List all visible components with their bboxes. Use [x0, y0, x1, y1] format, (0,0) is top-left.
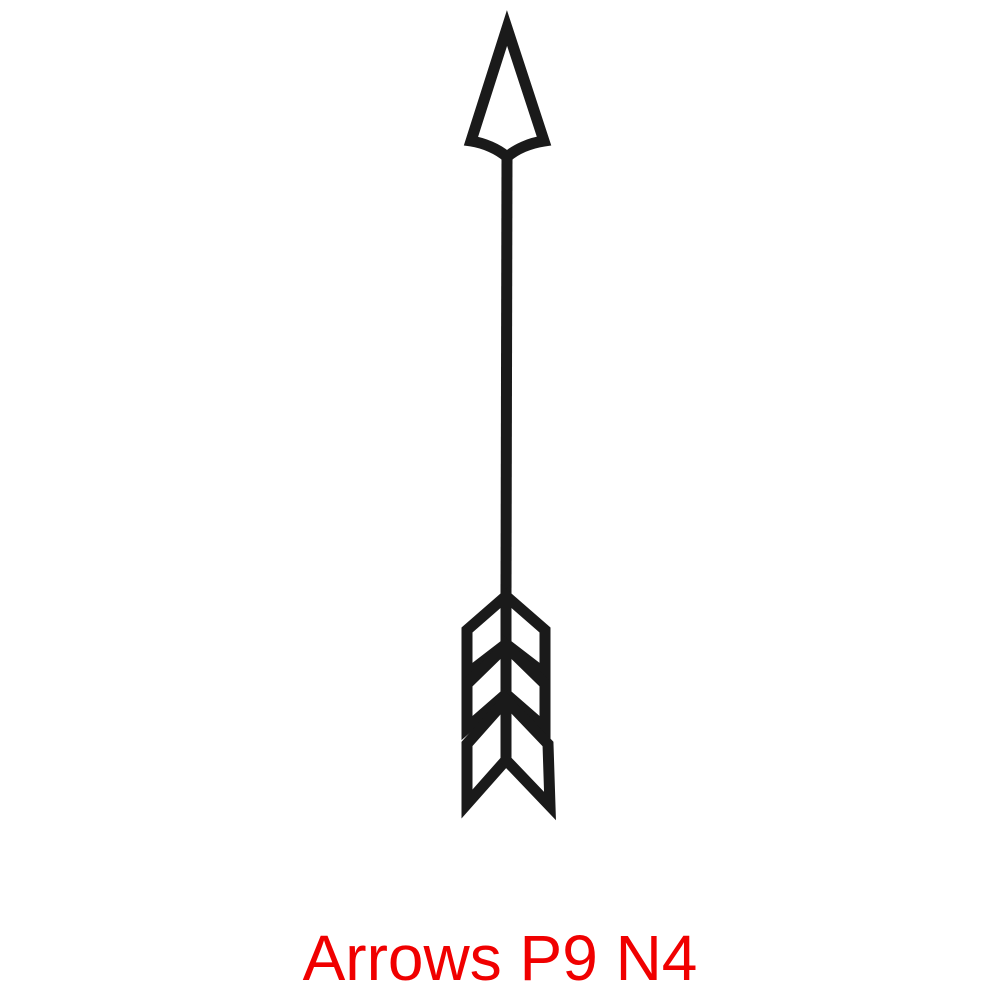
fletching-top-right: [500, 583, 551, 686]
arrowhead-icon: [463, 10, 552, 165]
arrow-icon: [461, 10, 556, 821]
fletching-bottom-right: [500, 686, 556, 821]
arrow-shaft: [500, 156, 513, 597]
caption-label: Arrows P9 N4: [302, 922, 698, 994]
fletching-middle-right: [500, 632, 551, 741]
